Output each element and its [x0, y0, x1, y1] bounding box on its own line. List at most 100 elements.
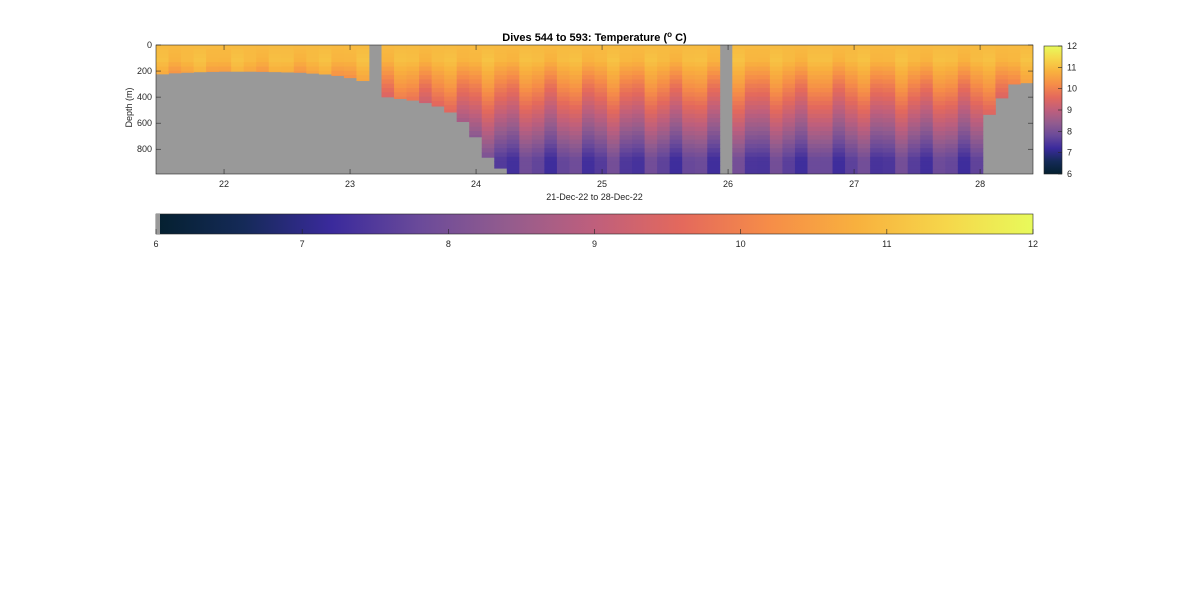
heatmap-cell [895, 169, 909, 174]
heatmap-cell [932, 156, 946, 162]
heatmap-cell [882, 118, 896, 123]
heatmap-cell [494, 57, 508, 63]
heatmap-cell [845, 126, 858, 132]
heatmap-cell [657, 122, 671, 128]
heatmap-cell [156, 45, 169, 50]
heatmap-cell [820, 161, 833, 166]
heatmap-cell [669, 109, 683, 115]
heatmap-cell [932, 143, 946, 149]
heatmap-cell [845, 131, 858, 136]
heatmap-cell [607, 143, 620, 149]
heatmap-cell [544, 105, 558, 110]
heatmap-cell [556, 135, 570, 140]
heatmap-cell [744, 75, 758, 80]
heatmap-cell [381, 57, 395, 63]
heatmap-cell [669, 148, 683, 153]
heatmap-cell [556, 105, 570, 110]
heatmap-cell [256, 57, 270, 63]
heatmap-cell [945, 83, 959, 89]
heatmap-cell [531, 45, 545, 50]
heatmap-cell [556, 156, 570, 162]
heatmap-cell [556, 126, 570, 132]
heatmap-cell [882, 88, 896, 93]
heatmap-cell [519, 49, 533, 54]
heatmap-cell [569, 49, 583, 54]
heatmap-cell [769, 165, 783, 171]
heatmap-cell [782, 113, 796, 119]
heatmap-cell [970, 165, 984, 171]
heatmap-cell [531, 92, 545, 97]
heatmap-cell [794, 148, 808, 153]
heatmap-cell [769, 79, 783, 85]
heatmap-cell [694, 161, 708, 166]
heatmap-cell [669, 143, 683, 149]
heatmap-cell [156, 70, 169, 75]
x-axis-label: 21-Dec-22 to 28-Dec-22 [546, 192, 643, 202]
heatmap-cell [156, 66, 169, 72]
heatmap-cell [644, 88, 658, 93]
heatmap-cell [343, 49, 357, 54]
heatmap-cell [970, 57, 984, 63]
heatmap-cell [870, 161, 884, 166]
heatmap-cell [732, 131, 746, 136]
heatmap-cell [394, 57, 407, 63]
heatmap-cell [456, 113, 470, 119]
heatmap-cell [682, 92, 696, 97]
heatmap-cell [506, 62, 520, 67]
heatmap-cell [306, 57, 320, 63]
heatmap-cell [456, 105, 470, 110]
heatmap-cell [907, 131, 921, 136]
heatmap-cell [431, 62, 445, 67]
heatmap-cell [820, 126, 833, 132]
heatmap-cell [394, 45, 407, 50]
heatmap-cell [957, 92, 971, 97]
heatmap-cell [306, 45, 320, 50]
heatmap-cell [682, 70, 696, 76]
heatmap-cell [882, 165, 896, 171]
heatmap-cell [531, 165, 545, 171]
heatmap-cell [895, 156, 909, 162]
heatmap-cell [845, 100, 858, 106]
chart-title: Dives 544 to 593: Temperature (o C) [502, 30, 687, 44]
heatmap-cell [820, 143, 833, 149]
heatmap-cell [481, 139, 495, 145]
heatmap-cell [494, 148, 508, 153]
heatmap-cell [569, 92, 583, 97]
heatmap-cell [356, 45, 370, 50]
heatmap-cell [356, 75, 370, 80]
heatmap-cell [318, 45, 332, 50]
heatmap-cell [982, 96, 996, 102]
heatmap-cell [682, 165, 696, 171]
heatmap-cell [519, 161, 533, 166]
heatmap-cell [331, 75, 345, 76]
heatmap-cell [156, 53, 169, 59]
heatmap-cell [694, 66, 708, 72]
heatmap-cell [494, 152, 508, 158]
heatmap-cell [995, 88, 1009, 93]
heatmap-cell [757, 139, 771, 145]
heatmap-cell [820, 96, 833, 102]
heatmap-cell [469, 135, 483, 138]
heatmap-cell [1007, 83, 1021, 85]
heatmap-cell [907, 57, 921, 63]
heatmap-cell [632, 79, 646, 85]
heatmap-cell [682, 75, 696, 80]
heatmap-cell [870, 131, 884, 136]
heatmap-cell [619, 135, 633, 140]
heatmap-cell [506, 109, 520, 115]
heatmap-cell [845, 105, 858, 110]
heatmap-cell [569, 165, 583, 171]
heatmap-cell [744, 139, 758, 145]
heatmap-cell [469, 49, 483, 54]
heatmap-cell [782, 70, 796, 76]
heatmap-cell [619, 88, 633, 93]
heatmap-cell [256, 53, 270, 59]
heatmap-cell [757, 53, 771, 59]
heatmap-cell [807, 131, 821, 136]
heatmap-cell [657, 152, 671, 158]
heatmap-cell [306, 49, 320, 54]
heatmap-cell [769, 139, 783, 145]
heatmap-cell [882, 152, 896, 158]
heatmap-cell [381, 96, 395, 98]
heatmap-cell [820, 165, 833, 171]
